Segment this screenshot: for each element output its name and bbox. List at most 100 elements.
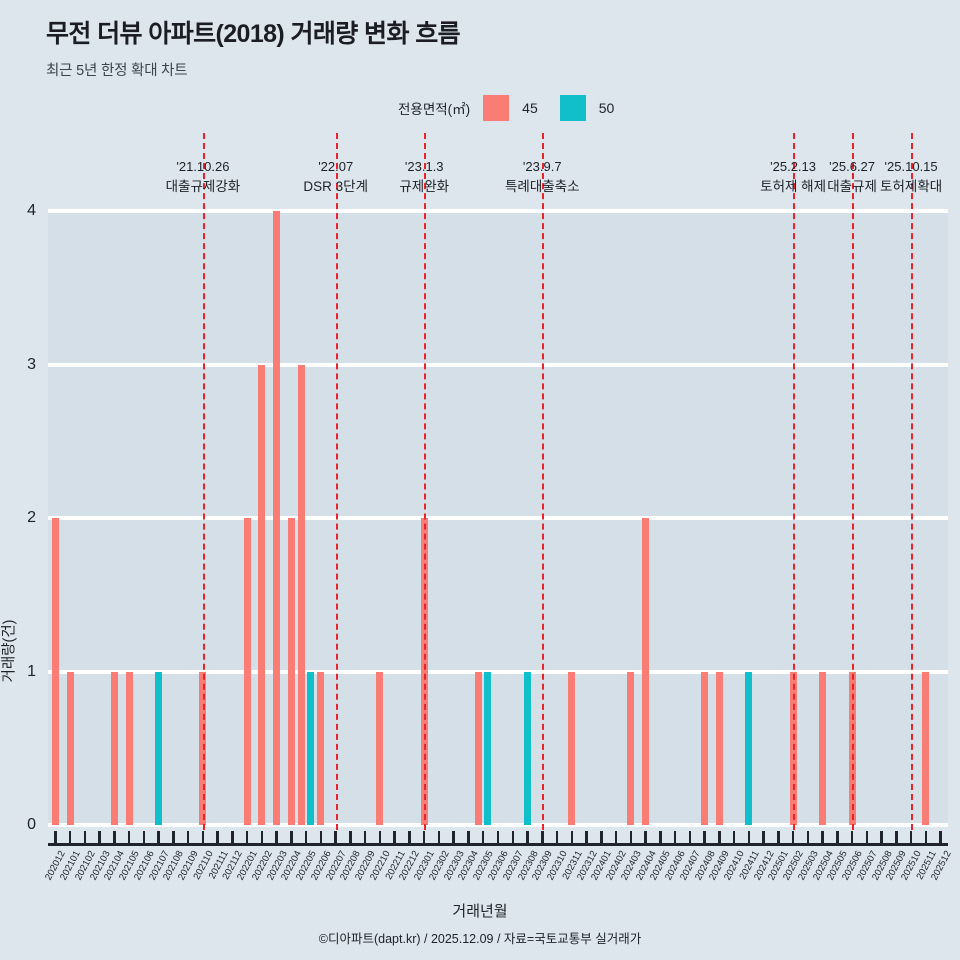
event-annotation-202506: '25.6.27 대출규제 xyxy=(827,158,877,196)
x-tick xyxy=(142,831,146,844)
bar-202101-45[interactable] xyxy=(66,671,74,825)
event-date: '25.6.27 xyxy=(829,159,876,174)
x-tick xyxy=(924,831,928,844)
event-line-202110 xyxy=(202,133,205,830)
x-tick xyxy=(644,831,647,844)
bar-202107-50[interactable] xyxy=(155,671,163,825)
y-tick-label: 1 xyxy=(27,662,36,680)
x-tick xyxy=(201,831,205,844)
event-line-202207 xyxy=(335,133,338,830)
bar-202205-50[interactable] xyxy=(306,671,314,825)
x-tick xyxy=(216,831,219,844)
legend-label: 50 xyxy=(598,100,615,116)
legend-entries: 45 50 xyxy=(483,95,636,121)
event-name: 특례대출축소 xyxy=(504,178,580,194)
plot-frame xyxy=(48,133,948,830)
legend-label: 45 xyxy=(522,100,538,116)
x-tick xyxy=(393,831,396,844)
x-tick xyxy=(688,831,692,844)
bar-202404-45[interactable] xyxy=(642,518,650,825)
bar-202308-50[interactable] xyxy=(524,671,531,825)
x-tick xyxy=(157,831,160,844)
x-tick xyxy=(806,831,810,844)
x-axis-line xyxy=(48,843,948,846)
event-date: '23.1.3 xyxy=(404,159,444,174)
y-axis-title: 거래량(건) xyxy=(1,619,18,683)
event-line-202502 xyxy=(793,133,796,830)
x-tick xyxy=(541,831,544,844)
bar-202012-45[interactable] xyxy=(51,518,59,825)
bar-202202-45[interactable] xyxy=(258,364,266,825)
x-tick xyxy=(762,831,765,844)
event-line-202510 xyxy=(911,133,914,830)
bar-202408-45[interactable] xyxy=(701,671,709,825)
y-tick-label: 4 xyxy=(27,202,36,219)
bar-202311-45[interactable] xyxy=(568,671,576,825)
bar-202210-45[interactable] xyxy=(376,671,384,825)
x-tick xyxy=(363,831,367,844)
bar-202411-50[interactable] xyxy=(745,671,753,825)
x-tick xyxy=(378,831,382,844)
x-tick xyxy=(98,831,101,844)
event-name: 토허제 해제 xyxy=(760,178,827,194)
x-tick xyxy=(703,831,706,844)
x-tick xyxy=(511,831,514,844)
gridline-0 xyxy=(48,823,948,827)
legend-swatch-45 xyxy=(483,95,510,121)
event-date: '25.10.15 xyxy=(884,159,938,174)
bar-202305-50[interactable] xyxy=(484,671,492,825)
x-tick xyxy=(526,831,529,844)
x-tick xyxy=(747,831,751,844)
x-tick xyxy=(614,831,618,844)
x-tick xyxy=(304,831,308,844)
bar-202206-45[interactable] xyxy=(317,671,325,825)
gridline-3 xyxy=(48,362,948,367)
x-tick xyxy=(83,831,87,844)
gridline-2 xyxy=(48,516,948,520)
x-tick xyxy=(585,831,588,844)
event-name: 토허제확대 xyxy=(880,178,943,194)
x-tick xyxy=(600,831,603,844)
bar-202104-45[interactable] xyxy=(110,671,118,825)
x-tick xyxy=(260,831,264,844)
event-date: '23.9.7 xyxy=(522,159,562,174)
bar-202511-45[interactable] xyxy=(922,671,930,825)
bar-202403-45[interactable] xyxy=(627,671,635,825)
event-line-202309 xyxy=(542,133,545,830)
bar-202305-45[interactable] xyxy=(475,671,483,825)
plot-area xyxy=(48,133,948,830)
event-name: 대출규제 xyxy=(827,178,877,194)
x-tick xyxy=(231,831,234,844)
bar-202203-45[interactable] xyxy=(273,211,281,825)
x-tick xyxy=(850,831,854,844)
bar-202504-45[interactable] xyxy=(819,671,827,825)
x-tick xyxy=(481,831,485,844)
event-annotation-202510: '25.10.15 토허제확대 xyxy=(880,158,942,196)
x-tick xyxy=(452,831,455,844)
legend-entry[interactable]: 45 xyxy=(483,95,538,121)
x-tick xyxy=(496,831,500,844)
x-tick xyxy=(659,831,662,844)
x-tick xyxy=(437,831,441,844)
bar-202201-45[interactable] xyxy=(243,518,251,825)
chart-subtitle: 최근 5년 한정 확대 차트 xyxy=(46,63,188,79)
x-tick xyxy=(673,831,677,844)
event-name: DSR 3단계 xyxy=(303,178,369,194)
x-tick xyxy=(718,831,721,844)
x-tick xyxy=(909,831,913,844)
bar-202105-45[interactable] xyxy=(125,671,133,825)
event-annotation-202207: '22.07 DSR 3단계 xyxy=(303,158,368,196)
x-tick xyxy=(172,831,175,844)
x-tick xyxy=(422,831,426,844)
x-tick xyxy=(186,831,190,844)
bar-202204-45[interactable] xyxy=(287,518,295,825)
bar-202409-45[interactable] xyxy=(715,671,723,825)
header-block: 무전 더뷰 아파트(2018) 거래량 변화 흐름 최근 5년 한정 확대 차트 xyxy=(46,14,461,80)
gridline-4 xyxy=(48,209,948,213)
x-tick xyxy=(290,831,293,844)
event-line-202506 xyxy=(852,133,855,830)
bar-202205-45[interactable] xyxy=(298,364,306,825)
legend-title: 전용면적(㎡) xyxy=(398,102,471,117)
legend-entry[interactable]: 50 xyxy=(559,95,615,121)
x-tick xyxy=(408,831,411,844)
